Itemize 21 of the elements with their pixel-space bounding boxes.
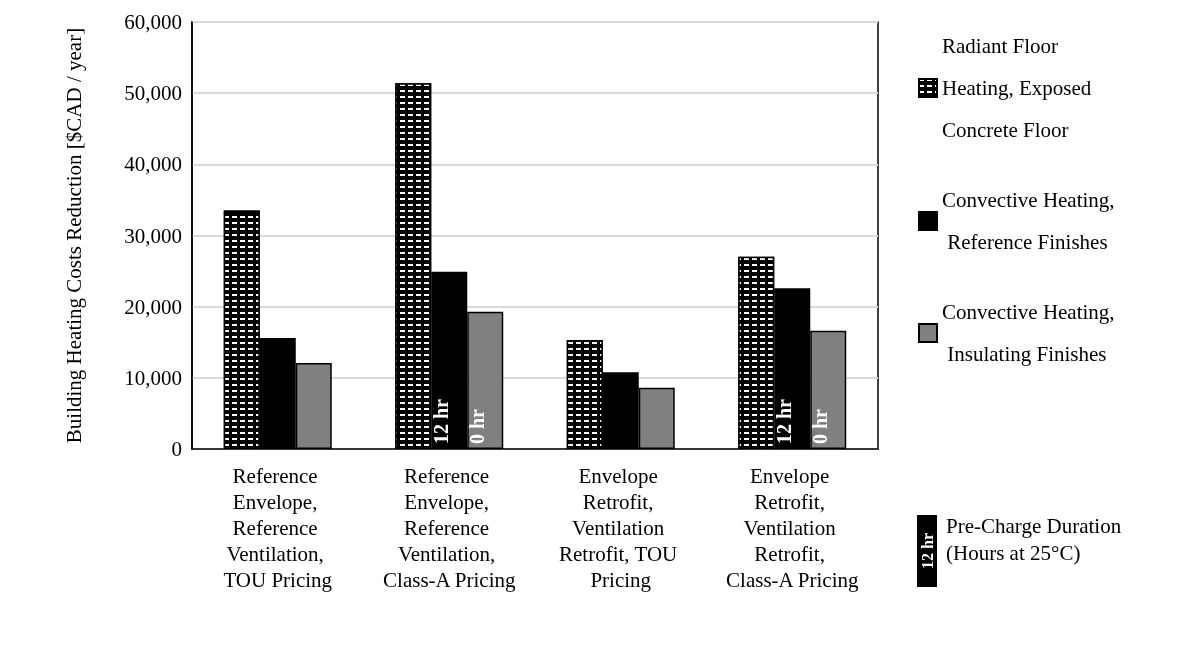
x-tick-label: Reference Envelope, Reference Ventilation, Class-A Pricing bbox=[383, 464, 516, 592]
annotation: 0 hr bbox=[809, 408, 832, 444]
text: Pre-Charge Duration (Hours at 25°C) bbox=[946, 513, 1127, 565]
x-tick-label: Envelope Retrofit, Ventilation Retrofit, Class-A Pricing bbox=[726, 464, 859, 592]
legend-label: Radiant Floor Heating, Exposed Concrete Floor bbox=[942, 34, 1097, 142]
y-axis-title: Building Heating Costs Reduction [$CAD / year] bbox=[62, 27, 86, 444]
legend-label: Convective Heating, Insulating Finishes bbox=[942, 300, 1115, 366]
y-tick-label: 0 bbox=[171, 437, 182, 461]
legend-label: Convective Heating, Reference Finishes bbox=[942, 188, 1115, 254]
y-tick-label: 50,000 bbox=[124, 81, 182, 106]
y-tick-label: 10,000 bbox=[124, 365, 182, 390]
y-tick-label: 30,000 bbox=[124, 223, 182, 248]
y-tick-label: 60,000 bbox=[124, 10, 182, 34]
y-tick-label: 20,000 bbox=[124, 294, 182, 319]
y-tick-label: 40,000 bbox=[124, 152, 182, 177]
x-tick-label: Reference Envelope, Reference Ventilation, TOU Pricing bbox=[223, 464, 333, 592]
x-tick-label: Envelope Retrofit, Ventilation Retrofit, TOU Pricing bbox=[559, 464, 683, 592]
annotation: 12 hr bbox=[430, 398, 453, 444]
text: 12 hr bbox=[918, 533, 936, 569]
annotation: 12 hr bbox=[773, 398, 796, 444]
annotation: 0 hr bbox=[466, 408, 489, 444]
